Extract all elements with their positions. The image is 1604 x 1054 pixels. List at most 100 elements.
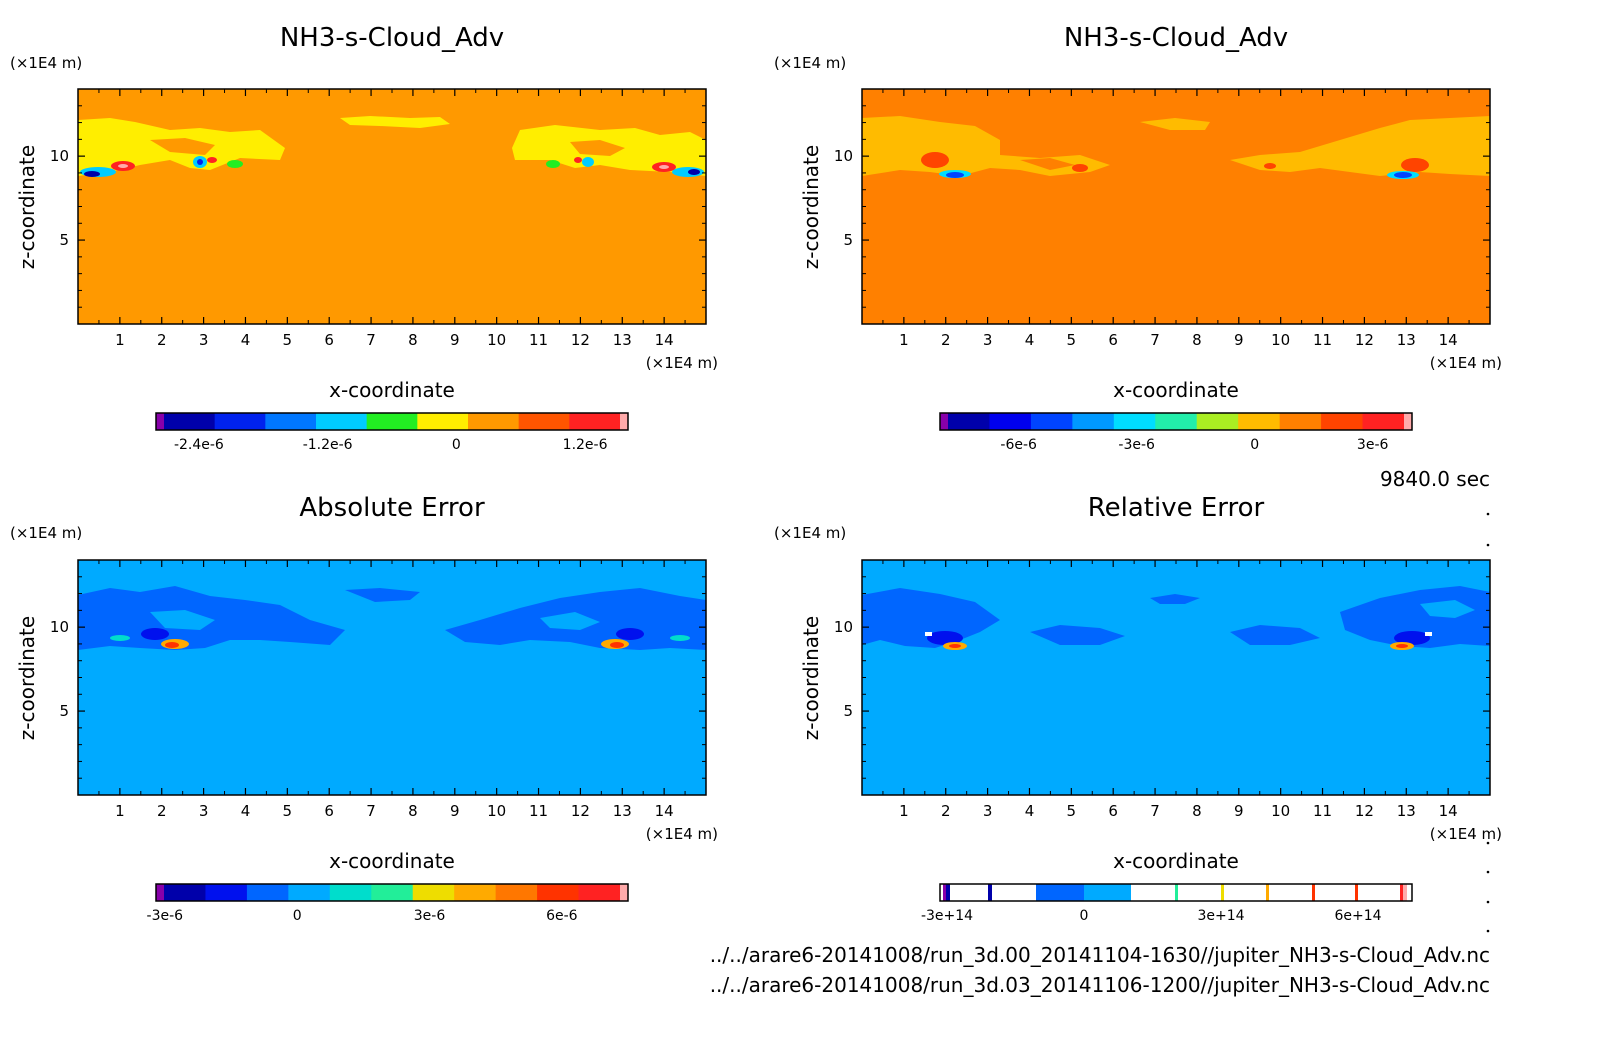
colorbar-segment — [156, 413, 165, 430]
x-tick-label: 4 — [241, 331, 251, 349]
x-tick-label: 10 — [487, 802, 506, 820]
colorbar-segment — [265, 413, 317, 430]
contour-orange — [1020, 158, 1075, 170]
feature-cyan — [582, 157, 594, 167]
x-tick-label: 6 — [324, 802, 334, 820]
colorbar-tick-label: 3e+14 — [1197, 908, 1244, 924]
colorbar-segment — [620, 413, 629, 430]
x-tick-label: 9 — [450, 331, 460, 349]
x-tick-label: 1 — [899, 802, 909, 820]
feature-blue — [688, 169, 700, 175]
colorbar-tick-label: -1.2e-6 — [303, 437, 353, 453]
colorbar-segment — [1072, 413, 1115, 430]
x-tick-label: 7 — [366, 331, 376, 349]
y-unit-label: (×1E4 m) — [774, 54, 846, 72]
y-tick-label: 5 — [59, 231, 69, 249]
colorbar-segment — [412, 884, 455, 901]
colorbar-tick-label: -6e-6 — [1000, 437, 1037, 453]
y-tick-label: 5 — [843, 702, 853, 720]
colorbar-segment — [1404, 413, 1413, 430]
feature-darkblue — [1394, 631, 1430, 645]
feature-darkblue — [616, 628, 644, 640]
colorbar-tick-label: -3e-6 — [1118, 437, 1155, 453]
colorbar-segment — [1221, 884, 1224, 901]
x-unit-label: (×1E4 m) — [646, 825, 718, 843]
x-tick-label: 12 — [571, 802, 590, 820]
feature-blue — [946, 172, 964, 178]
x-tick-label: 3 — [983, 331, 993, 349]
feature-pink — [659, 165, 669, 169]
colorbar-frame — [939, 883, 1413, 902]
contour-yellow — [570, 140, 625, 156]
x-tick-label: 13 — [1397, 331, 1416, 349]
x-tick-label: 3 — [199, 331, 209, 349]
x-tick-label: 5 — [1067, 802, 1077, 820]
colorbar-segment — [537, 884, 580, 901]
y-axis-label: z-coordinate — [15, 145, 39, 269]
feature-blue — [1394, 172, 1412, 178]
panel-title: Relative Error — [1088, 493, 1265, 523]
feature-red — [1072, 164, 1088, 172]
colorbar-segment — [1155, 413, 1198, 430]
colorbar-segment — [1355, 884, 1358, 901]
colorbar-segment — [468, 413, 520, 430]
contour-yellow — [150, 138, 215, 155]
panel-top-left: NH3-s-Cloud_Adv (×1E4 m) — [10, 23, 718, 453]
x-tick-label: 14 — [655, 802, 674, 820]
plot-area — [861, 88, 1491, 325]
x-tick-label: 4 — [241, 802, 251, 820]
colorbar: -6e-6 -3e-6 0 3e-6 — [939, 412, 1413, 453]
colorbar-segment — [417, 413, 469, 430]
colorbar-segment — [988, 884, 992, 901]
feature-blue — [84, 171, 100, 177]
x-tick-label: 13 — [613, 802, 632, 820]
x-tick-label: 7 — [366, 802, 376, 820]
colorbar-segment — [569, 413, 621, 430]
x-tick-label: 5 — [1067, 331, 1077, 349]
feature-teal — [110, 635, 130, 641]
colorbar-segment — [366, 413, 418, 430]
y-tick-label: 10 — [50, 147, 69, 165]
x-tick-label: 12 — [571, 331, 590, 349]
colorbar-tick-label: 3e-6 — [1357, 437, 1389, 453]
time-label: 9840.0 sec — [1380, 467, 1490, 491]
x-axis-label: x-coordinate — [329, 378, 455, 402]
edge-dots — [1486, 512, 1490, 933]
contour-orange-yellow — [1140, 118, 1210, 130]
plot-background — [78, 89, 706, 324]
footer-path-1: ../../arare6-20141008/run_3d.00_20141104… — [710, 943, 1490, 967]
x-tick-label: 2 — [941, 802, 951, 820]
colorbar-segment — [1238, 413, 1281, 430]
x-tick-label: 6 — [1108, 331, 1118, 349]
colorbar-segment — [518, 413, 570, 430]
x-tick-label: 5 — [283, 331, 293, 349]
colorbar-segment — [1266, 884, 1269, 901]
colorbar-segment — [316, 413, 368, 430]
panel-bottom-left: Absolute Error (×1E4 m) 1 2 3 4 5 6 7 8 9 10 11 12 1… — [10, 493, 718, 924]
colorbar: -3e+14 0 3e+14 6e+14 — [921, 883, 1413, 924]
colorbar-segment — [1400, 884, 1403, 901]
colorbar-segment — [156, 884, 165, 901]
feature-teal — [670, 635, 690, 641]
y-tick-label: 5 — [843, 231, 853, 249]
feature-white — [925, 632, 932, 636]
colorbar-segment — [1279, 413, 1322, 430]
x-tick-label: 2 — [157, 331, 167, 349]
y-tick-label: 5 — [59, 702, 69, 720]
feature-red — [574, 157, 582, 163]
feature-darkblue — [927, 631, 963, 645]
colorbar-segment — [288, 884, 331, 901]
feature-pink — [118, 164, 128, 168]
x-tick-label: 4 — [1025, 331, 1035, 349]
colorbar-frame — [939, 412, 1413, 431]
feature-darkblue — [141, 628, 169, 640]
feature-red — [610, 642, 624, 648]
x-tick-label: 14 — [1439, 331, 1458, 349]
feature-green — [227, 160, 243, 168]
colorbar-segment — [1362, 413, 1405, 430]
x-axis-label: x-coordinate — [329, 849, 455, 873]
x-tick-label: 8 — [1192, 331, 1202, 349]
x-tick-label: 8 — [408, 802, 418, 820]
y-axis-label: z-coordinate — [799, 616, 823, 740]
